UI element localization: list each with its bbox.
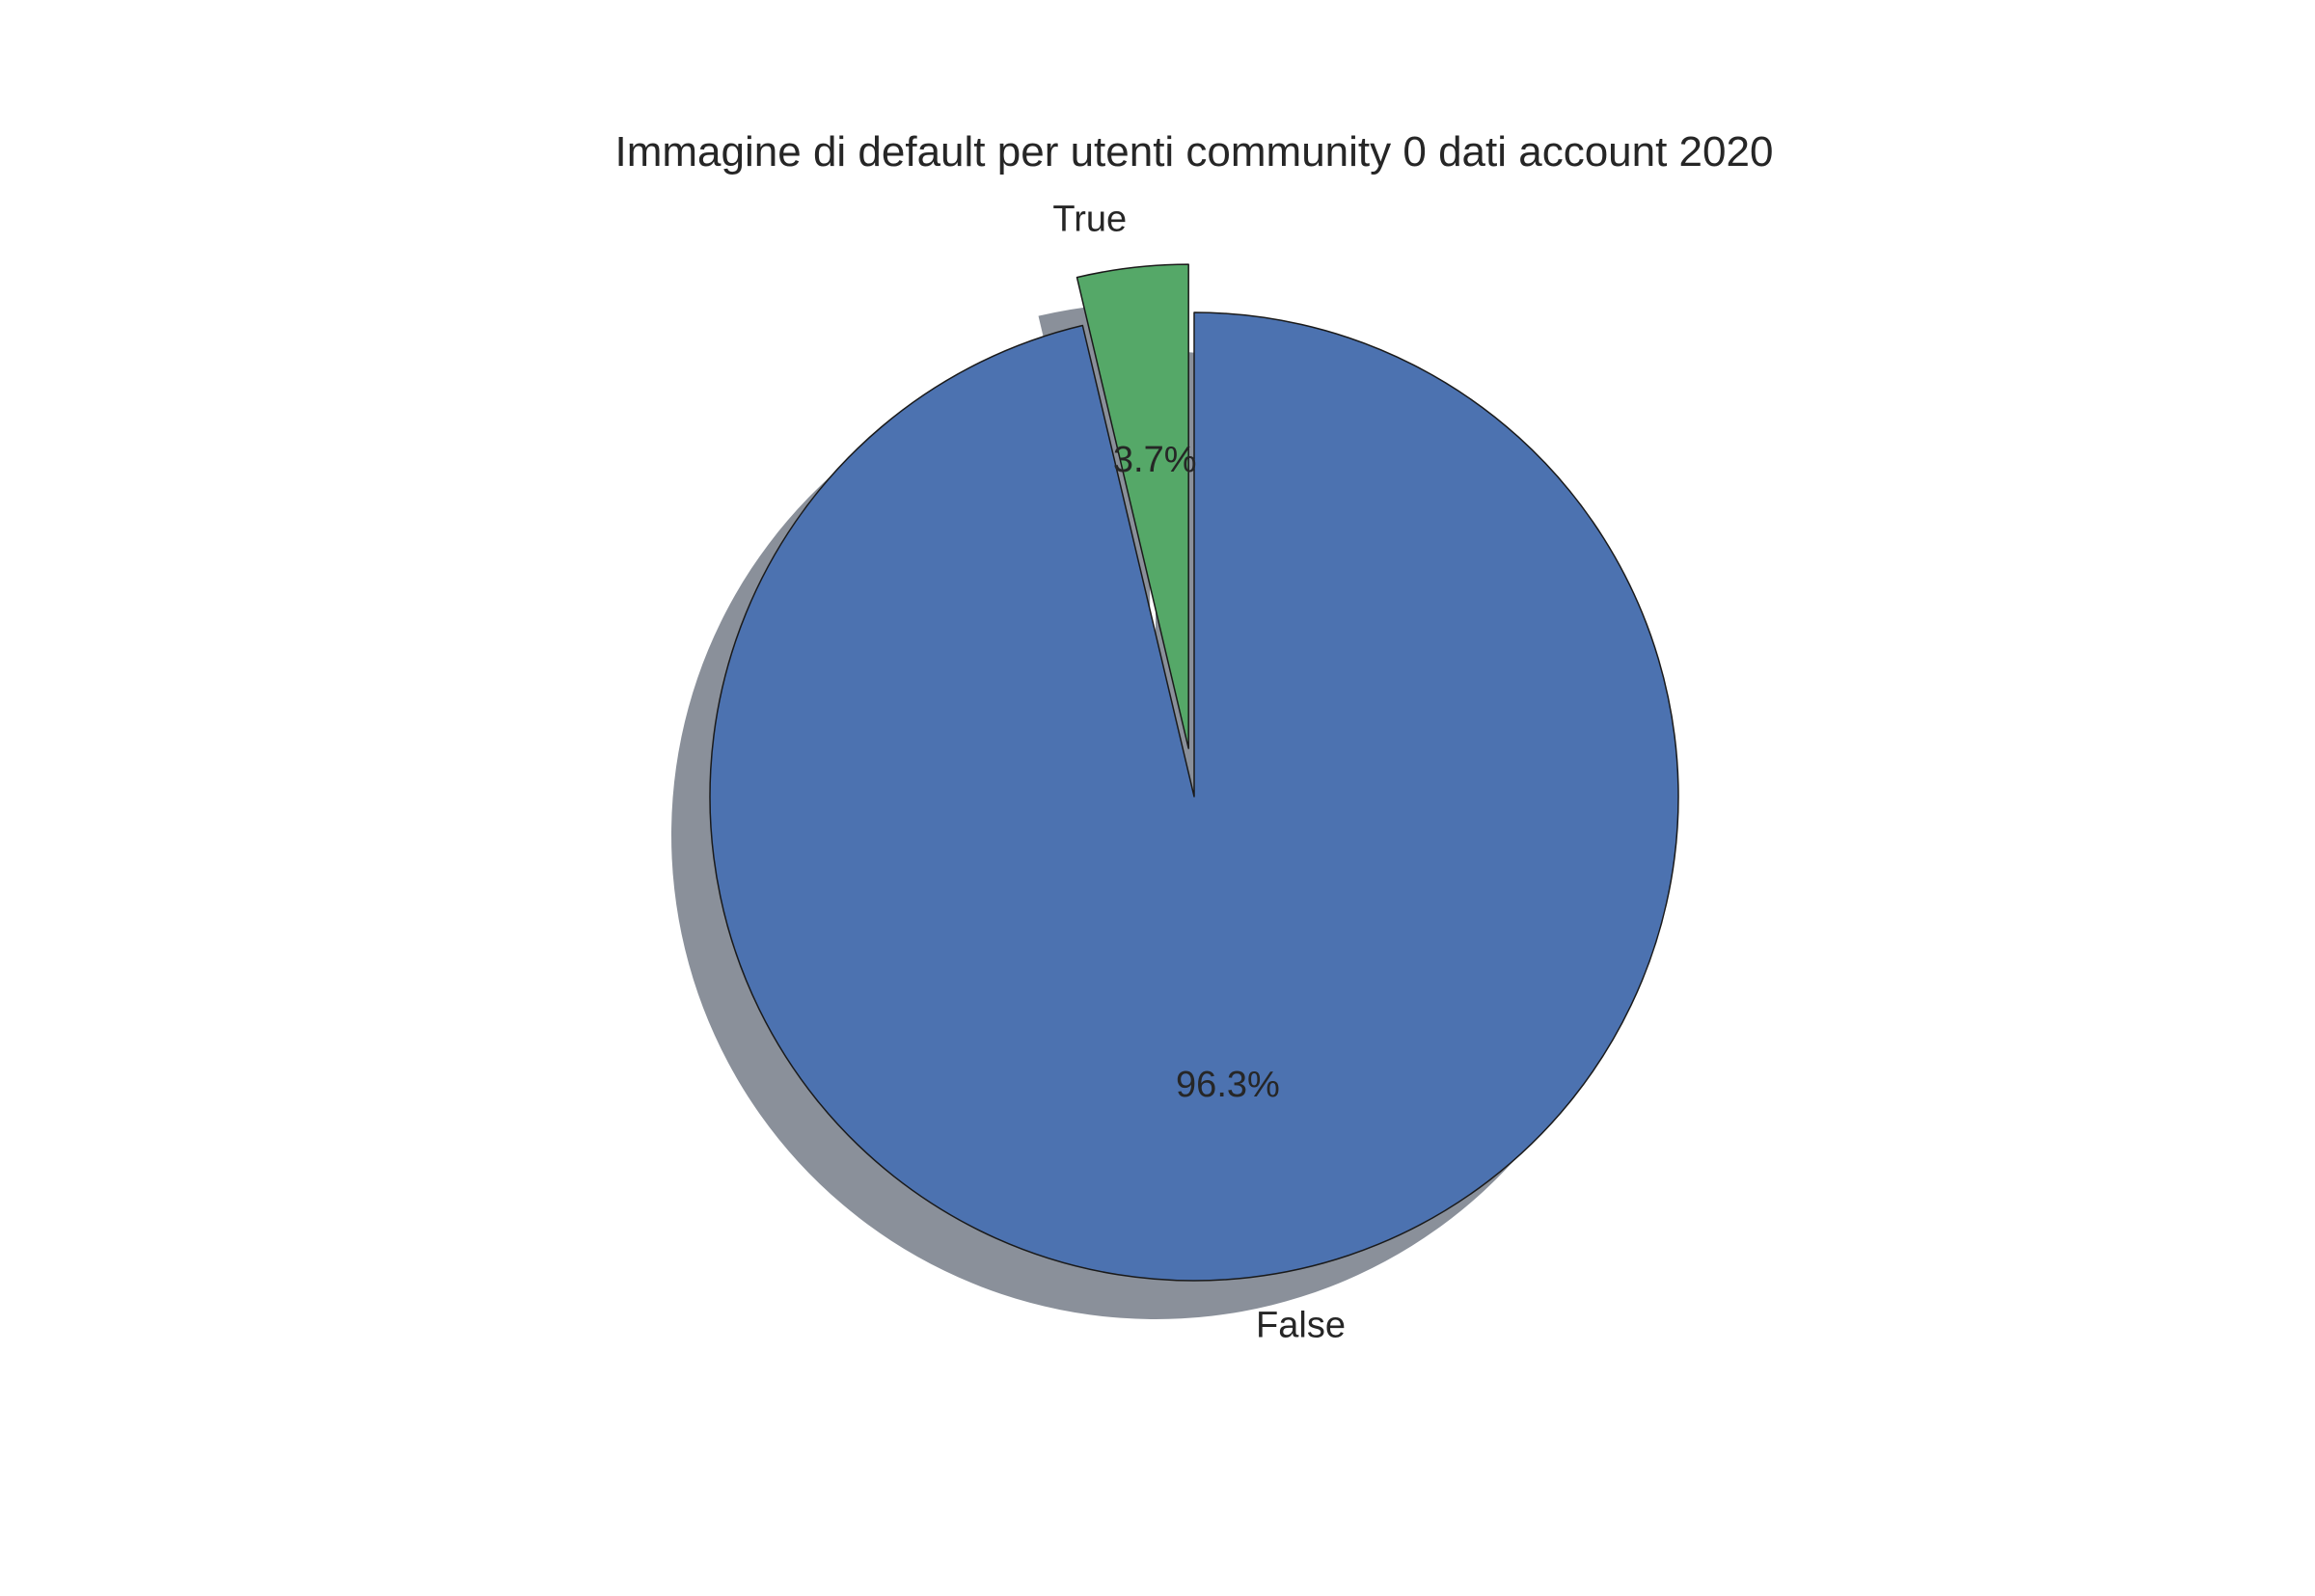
slice-label-false: False xyxy=(1256,1305,1346,1345)
pie-slice-false xyxy=(709,311,1679,1282)
chart-title: Immagine di default per utenti community… xyxy=(615,128,1774,176)
label-layer: False 96.3% True 3.7% xyxy=(1052,200,1346,1346)
slice-percent-false: 96.3% xyxy=(1176,1065,1280,1105)
slice-label-true: True xyxy=(1052,200,1127,240)
slice-layer xyxy=(709,263,1679,1282)
slice-percent-true: 3.7% xyxy=(1113,440,1197,480)
pie-slice-true xyxy=(1076,263,1189,749)
